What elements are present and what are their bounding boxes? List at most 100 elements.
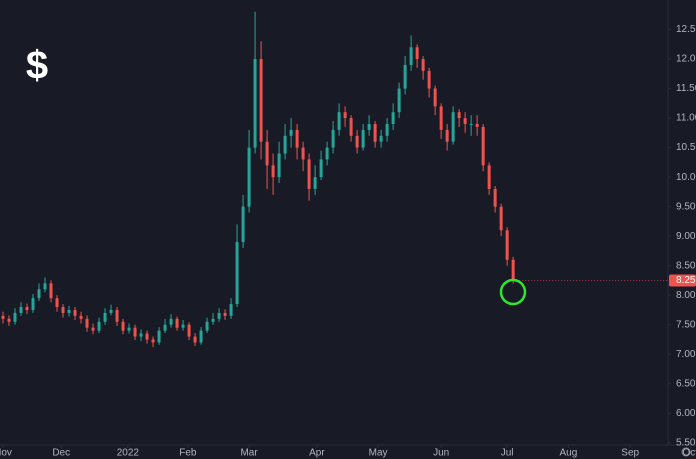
- candle-body: [379, 135, 383, 142]
- candle-body: [307, 159, 311, 189]
- candle-body: [163, 324, 167, 331]
- candle-body: [229, 304, 233, 316]
- candle-body: [157, 330, 161, 343]
- candle-body: [397, 88, 401, 113]
- candle-body: [199, 330, 203, 343]
- candle-body: [7, 318, 11, 322]
- candle-body: [79, 315, 83, 319]
- candle-body: [289, 129, 293, 136]
- candle-body: [283, 135, 287, 154]
- candle-body: [331, 129, 335, 148]
- x-tick-label: Aug: [559, 448, 577, 459]
- candle-body: [385, 123, 389, 136]
- candle-body: [139, 333, 143, 337]
- candle-body: [313, 177, 317, 189]
- y-tick-label: 6.00: [676, 408, 696, 419]
- y-tick-label: 10.50: [676, 142, 696, 153]
- candle-body: [91, 327, 95, 331]
- candle-body: [325, 147, 329, 160]
- candle-body: [235, 242, 239, 305]
- candle-body: [247, 147, 251, 207]
- candle-body: [505, 230, 509, 260]
- candle-body: [319, 159, 323, 178]
- y-tick-label: 8.50: [676, 260, 696, 271]
- candle-body: [481, 126, 485, 166]
- candle-body: [109, 309, 113, 313]
- candle-body: [469, 123, 473, 125]
- candle-body: [343, 112, 347, 119]
- candle-body: [349, 118, 353, 136]
- candle-body: [415, 47, 419, 60]
- last-price-box: [669, 274, 696, 287]
- candle-body: [181, 324, 185, 328]
- candle-body: [439, 106, 443, 130]
- y-tick-label: 5.50: [676, 437, 696, 448]
- x-tick-label: Jun: [433, 448, 449, 459]
- x-tick-label: Sep: [621, 448, 639, 459]
- candle-body: [37, 289, 41, 299]
- candle-body: [25, 307, 29, 310]
- overlay-logo: $: [26, 44, 48, 88]
- y-tick-label: 8.00: [676, 290, 696, 301]
- y-tick-label: 9.50: [676, 201, 696, 212]
- x-tick-label: Oct: [682, 448, 696, 459]
- candle-body: [43, 283, 47, 290]
- candle-body: [463, 118, 467, 124]
- candle-body: [475, 123, 479, 127]
- candle-body: [277, 153, 281, 178]
- candle-body: [133, 327, 137, 337]
- x-tick-label: Dec: [52, 448, 70, 459]
- candle-body: [487, 165, 491, 189]
- candle-body: [265, 141, 269, 166]
- candle-body: [367, 123, 371, 130]
- candle-body: [13, 312, 17, 322]
- y-tick-label: 7.50: [676, 319, 696, 330]
- candle-body: [169, 318, 173, 325]
- candle-body: [355, 135, 359, 148]
- candle-body: [19, 307, 23, 313]
- y-tick-label: 9.00: [676, 231, 696, 242]
- y-tick-label: 10.00: [676, 172, 696, 183]
- y-tick-label: 12.50: [676, 24, 696, 35]
- candle-body: [337, 112, 341, 130]
- candle-body: [103, 312, 107, 322]
- candle-body: [223, 312, 227, 316]
- candle-body: [121, 321, 125, 331]
- candle-body: [61, 307, 65, 313]
- y-tick-label: 12.00: [676, 54, 696, 65]
- candle-body: [211, 318, 215, 322]
- candle-body: [97, 321, 101, 331]
- candle-body: [427, 70, 431, 89]
- candle-body: [145, 333, 149, 340]
- candle-body: [301, 147, 305, 160]
- candle-body: [271, 165, 275, 178]
- candle-body: [403, 64, 407, 89]
- x-tick-label: Nov: [0, 448, 12, 459]
- settings-icon[interactable]: [681, 447, 691, 457]
- candle-body: [295, 129, 299, 148]
- y-tick-label: 7.00: [676, 349, 696, 360]
- candle-body: [493, 188, 497, 207]
- x-tick-label: Jul: [501, 448, 514, 459]
- candle-body: [205, 321, 209, 331]
- y-tick-label: 11.00: [676, 113, 696, 124]
- candle-body: [187, 324, 191, 337]
- candle-body: [451, 112, 455, 142]
- candle-body: [499, 206, 503, 231]
- candle-body: [241, 206, 245, 243]
- candle-body: [511, 259, 515, 281]
- candle-body: [67, 309, 71, 313]
- candle-body: [259, 59, 263, 142]
- candle-body: [85, 318, 89, 328]
- candle-body: [175, 318, 179, 328]
- candle-body: [433, 88, 437, 107]
- candle-body: [127, 327, 131, 331]
- highlight-circle: [499, 278, 527, 306]
- candle-body: [1, 315, 5, 319]
- candle-body: [409, 47, 413, 65]
- candle-body: [361, 129, 365, 148]
- candle-body: [217, 312, 221, 319]
- y-tick-label: 6.50: [676, 378, 696, 389]
